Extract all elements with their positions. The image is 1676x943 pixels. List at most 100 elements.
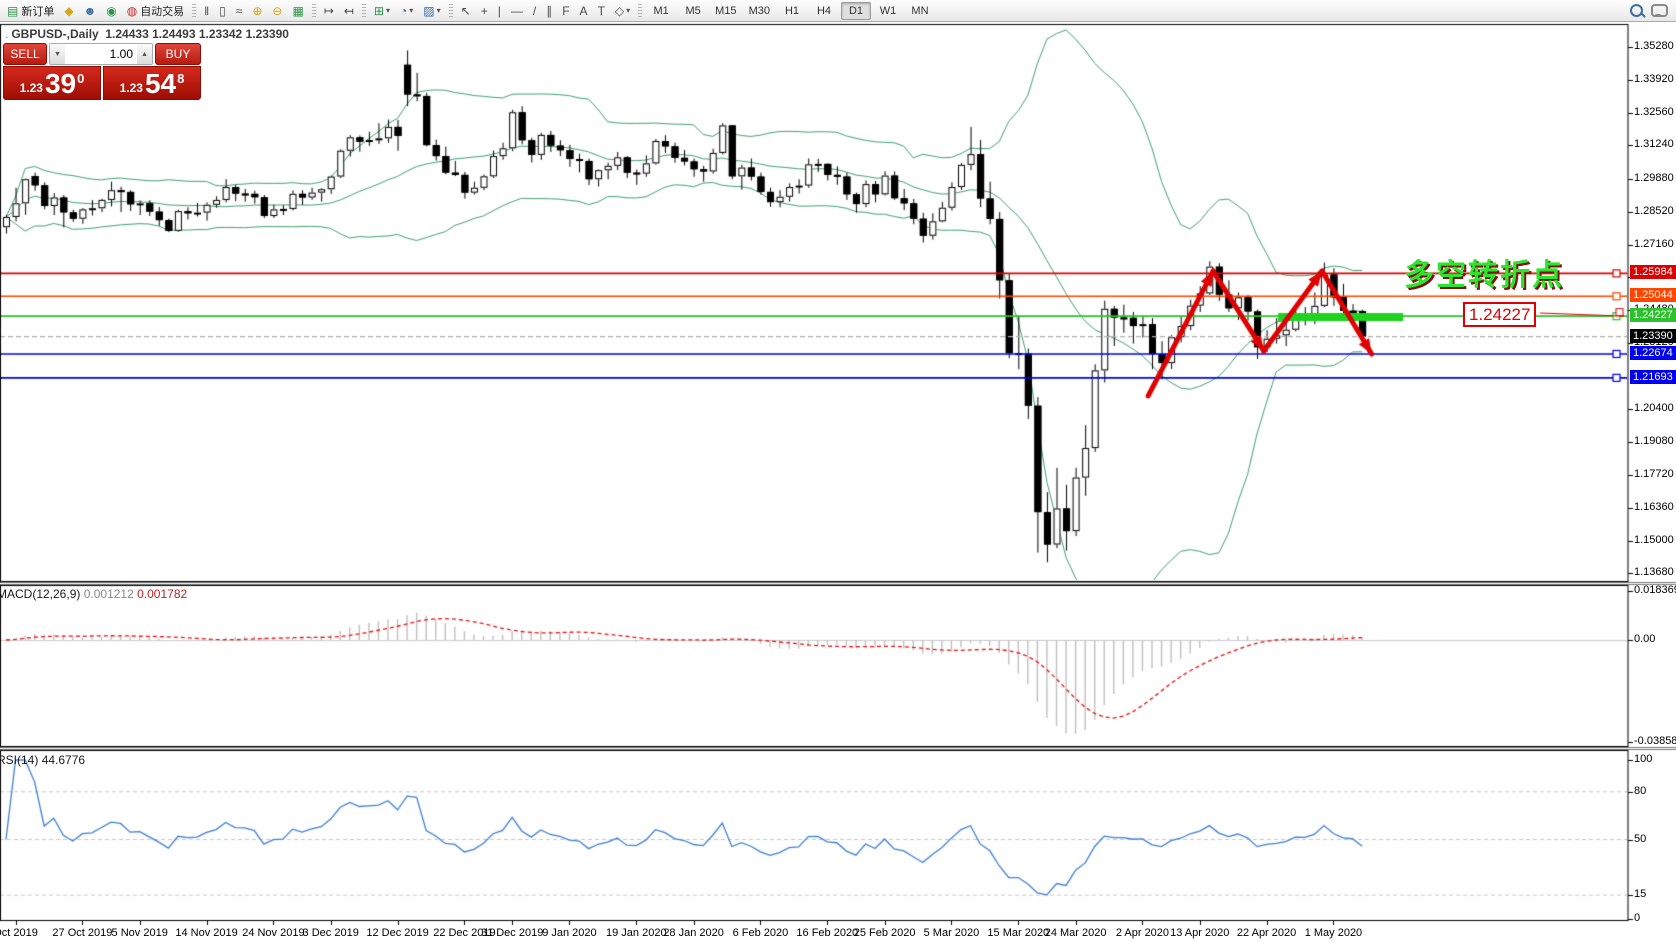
rsi-tick-label: 15 (1634, 888, 1647, 901)
templates-button[interactable]: ▨ ▾ (419, 0, 444, 21)
volume-input[interactable]: 1.00 (109, 47, 133, 61)
price-tick-label: 1.20400 (1634, 402, 1674, 415)
periods-button[interactable]: ◔ ▾ (396, 0, 417, 21)
macd-tick-label: -0.038585 (1634, 735, 1676, 748)
price-tick-label: 1.17720 (1634, 467, 1674, 480)
timeframe-button-mn[interactable]: MN (911, 4, 929, 17)
indicators-button[interactable]: ⊞ ▾ (370, 0, 394, 21)
equidistant-channel-button[interactable]: ∥ (542, 0, 556, 21)
volume-decrease-button[interactable]: ▼ (50, 44, 65, 64)
fibonacci-icon: F (562, 3, 570, 18)
signals-button[interactable]: ◉ (102, 0, 120, 21)
community-icon: ☻ (83, 3, 97, 18)
rsi-value: 44.6776 (41, 753, 86, 767)
sell-price-tile[interactable]: 1.23 39 0 (3, 66, 101, 100)
chevron-down-icon: ▾ (436, 6, 441, 15)
tile-windows-button[interactable]: ▦ (288, 0, 307, 21)
timeframe-button-d1[interactable]: D1 (840, 1, 871, 20)
vertical-line-icon: | (497, 3, 501, 18)
trendline-button[interactable]: / (529, 0, 540, 21)
templates-icon: ▨ (423, 3, 435, 18)
rsi-tick-label: 80 (1634, 784, 1647, 797)
timeframe-button-w1[interactable]: W1 (879, 4, 897, 17)
chevron-down-icon: ▾ (386, 6, 391, 15)
auto-scroll-button[interactable]: ↦ (320, 0, 338, 21)
price-tick-label: 1.35280 (1634, 40, 1674, 52)
ohlc-close: 1.23390 (245, 27, 289, 41)
sell-price-prefix: 1.23 (19, 81, 43, 95)
macd-tick-label: 0.018369 (1634, 584, 1676, 597)
date-tick-label: 22 Dec 2019 (433, 927, 496, 939)
date-tick-label: 25 Feb 2020 (853, 927, 916, 939)
date-tick-label: 24 Mar 2020 (1044, 927, 1107, 939)
zoom-out-button[interactable]: ⊖ (268, 0, 286, 21)
price-tick-label: 1.32560 (1634, 106, 1674, 119)
sell-button[interactable]: SELL (3, 43, 47, 65)
date-tick-label: 28 Jan 2020 (663, 927, 724, 939)
search-icon[interactable] (1630, 4, 1643, 17)
price-badge: 1.24227 (1630, 308, 1676, 323)
date-tick-label: 6 Feb 2020 (732, 927, 789, 939)
date-tick-label: 14 Nov 2019 (175, 927, 238, 939)
metaeditor-button[interactable]: ◆ (60, 0, 77, 21)
timeframe-button-m15[interactable]: M15 (715, 4, 737, 17)
chart-title: . GBPUSD-,Daily 1.24433 1.24493 1.23342 1… (5, 27, 289, 41)
price-tick-label: 1.33920 (1634, 73, 1674, 86)
bar-chart-button[interactable]: ‖ (200, 0, 213, 21)
chat-icon[interactable] (1651, 4, 1668, 17)
metaeditor-icon: ◆ (64, 3, 74, 18)
text-label-button[interactable]: T (594, 0, 609, 21)
turning-point-annotation[interactable]: 多空转折点 (1404, 259, 1564, 292)
horizontal-line-icon: ― (510, 3, 523, 18)
fibonacci-button[interactable]: F (558, 0, 573, 21)
timeframe-button-h4[interactable]: H4 (816, 4, 831, 17)
date-tick-label: 3 Dec 2019 (302, 927, 359, 939)
line-chart-button[interactable]: ≈ (232, 0, 247, 21)
date-tick-label: 24 Nov 2019 (242, 927, 305, 939)
zoom-in-button[interactable]: ⊕ (248, 0, 266, 21)
price-callout-label[interactable]: 1.24227 (1463, 302, 1537, 327)
ohlc-low: 1.23342 (198, 27, 243, 41)
timeframe-button-m30[interactable]: M30 (748, 4, 770, 17)
date-tick-label: 22 Apr 2020 (1236, 927, 1297, 939)
chevron-down-icon: ▾ (626, 6, 631, 15)
new-order-button[interactable]: ▤ 新订单 (3, 0, 58, 21)
chart-shift-button[interactable]: ↤ (340, 0, 358, 21)
candlestick-chart-icon: ▯ (219, 3, 226, 18)
price-tick-label: 1.16360 (1634, 500, 1674, 513)
rsi-name: RSI(14) (0, 753, 39, 767)
volume-box: ▼ 1.00 ▲ (49, 43, 153, 65)
crosshair-button[interactable]: + (477, 0, 492, 21)
volume-increase-button[interactable]: ▲ (137, 44, 152, 64)
ohlc-open: 1.24433 (105, 27, 149, 41)
macd-signal-value: 0.001782 (137, 587, 188, 601)
zoom-out-icon: ⊖ (272, 3, 283, 18)
autotrading-button[interactable]: ◍ 自动交易 (123, 0, 188, 21)
rsi-label: RSI(14) 44.6776 (0, 753, 85, 767)
timeframe-button-m1[interactable]: M1 (653, 4, 669, 17)
tile-windows-icon: ▦ (292, 3, 304, 18)
horizontal-line-button[interactable]: ― (507, 0, 527, 21)
date-tick-label: 19 Jan 2020 (606, 927, 667, 939)
cursor-button[interactable]: ↖ (457, 0, 475, 21)
macd-name: MACD(12,26,9) (0, 587, 81, 601)
arrows-icon: ◇ (614, 3, 625, 18)
arrows-button[interactable]: ◇ ▾ (611, 0, 634, 21)
vertical-line-button[interactable]: | (494, 0, 505, 21)
price-badge: 1.23390 (1630, 328, 1676, 343)
timeframe-button-m5[interactable]: M5 (685, 4, 701, 17)
buy-button[interactable]: BUY (155, 43, 201, 65)
trendline-icon: / (532, 3, 537, 18)
ohlc-high: 1.24493 (152, 27, 196, 41)
text-button[interactable]: A (576, 0, 592, 21)
candlestick-chart-button[interactable]: ▯ (215, 0, 230, 21)
date-tick-label: 12 Dec 2019 (366, 927, 429, 939)
chevron-down-icon: ▾ (409, 6, 414, 15)
timeframe-button-h1[interactable]: H1 (784, 4, 799, 17)
buy-price-prefix: 1.23 (119, 81, 143, 95)
new-order-icon: ▤ (7, 3, 19, 18)
rsi-tick-label: 100 (1634, 753, 1653, 765)
buy-price-tile[interactable]: 1.23 54 8 (103, 66, 201, 100)
community-button[interactable]: ☻ (80, 0, 101, 21)
